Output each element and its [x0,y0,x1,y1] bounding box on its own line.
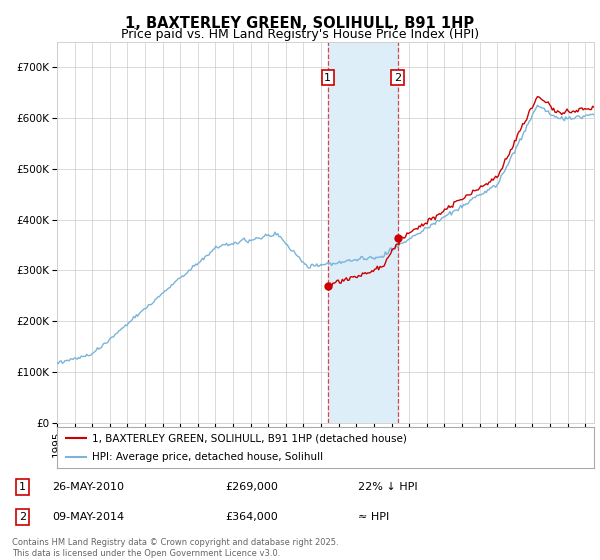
Text: Contains HM Land Registry data © Crown copyright and database right 2025.
This d: Contains HM Land Registry data © Crown c… [12,538,338,558]
Text: 26-MAY-2010: 26-MAY-2010 [52,482,124,492]
Text: £269,000: £269,000 [225,482,278,492]
Text: 09-MAY-2014: 09-MAY-2014 [52,512,124,522]
Text: HPI: Average price, detached house, Solihull: HPI: Average price, detached house, Soli… [92,452,323,461]
Text: £364,000: £364,000 [225,512,278,522]
Text: 1: 1 [19,482,26,492]
Text: 2: 2 [394,73,401,82]
Text: 1, BAXTERLEY GREEN, SOLIHULL, B91 1HP (detached house): 1, BAXTERLEY GREEN, SOLIHULL, B91 1HP (d… [92,433,407,443]
Text: 2: 2 [19,512,26,522]
Text: 22% ↓ HPI: 22% ↓ HPI [358,482,417,492]
Text: 1: 1 [324,73,331,82]
Text: ≈ HPI: ≈ HPI [358,512,389,522]
Bar [328,42,398,423]
Text: Price paid vs. HM Land Registry's House Price Index (HPI): Price paid vs. HM Land Registry's House … [121,28,479,41]
Text: 1, BAXTERLEY GREEN, SOLIHULL, B91 1HP: 1, BAXTERLEY GREEN, SOLIHULL, B91 1HP [125,16,475,31]
